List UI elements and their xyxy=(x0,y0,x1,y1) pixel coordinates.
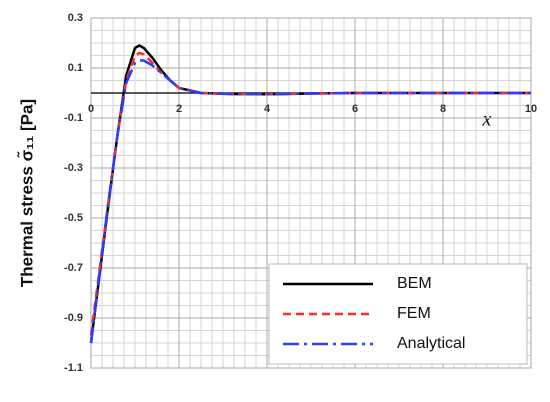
series-line xyxy=(89,59,531,344)
y-tick-label: 0.3 xyxy=(68,12,83,24)
y-tick-label: -0.7 xyxy=(64,262,83,274)
x-tick-label: 0 xyxy=(88,103,94,115)
y-tick-label: -0.3 xyxy=(64,162,83,174)
legend-label: BEM xyxy=(397,275,432,292)
x-tick-label: 2 xyxy=(176,103,182,115)
x-tick-label: 8 xyxy=(440,103,446,115)
x-tick-label: 4 xyxy=(264,103,271,115)
x-axis-label: x xyxy=(482,109,492,131)
y-tick-label: -1.1 xyxy=(64,362,83,374)
y-tick-label: -0.5 xyxy=(64,212,83,224)
legend-label: Analytical xyxy=(397,335,465,352)
y-axis-label: Thermal stress σ̃₁₁ [Pa] xyxy=(16,99,36,287)
x-tick-label: 10 xyxy=(525,103,537,115)
y-tick-label: -0.1 xyxy=(64,112,83,124)
y-tick-label: 0.1 xyxy=(68,62,83,74)
x-tick-label: 6 xyxy=(352,103,358,115)
y-tick-label: -0.9 xyxy=(64,312,83,324)
legend-label: FEM xyxy=(397,305,431,322)
